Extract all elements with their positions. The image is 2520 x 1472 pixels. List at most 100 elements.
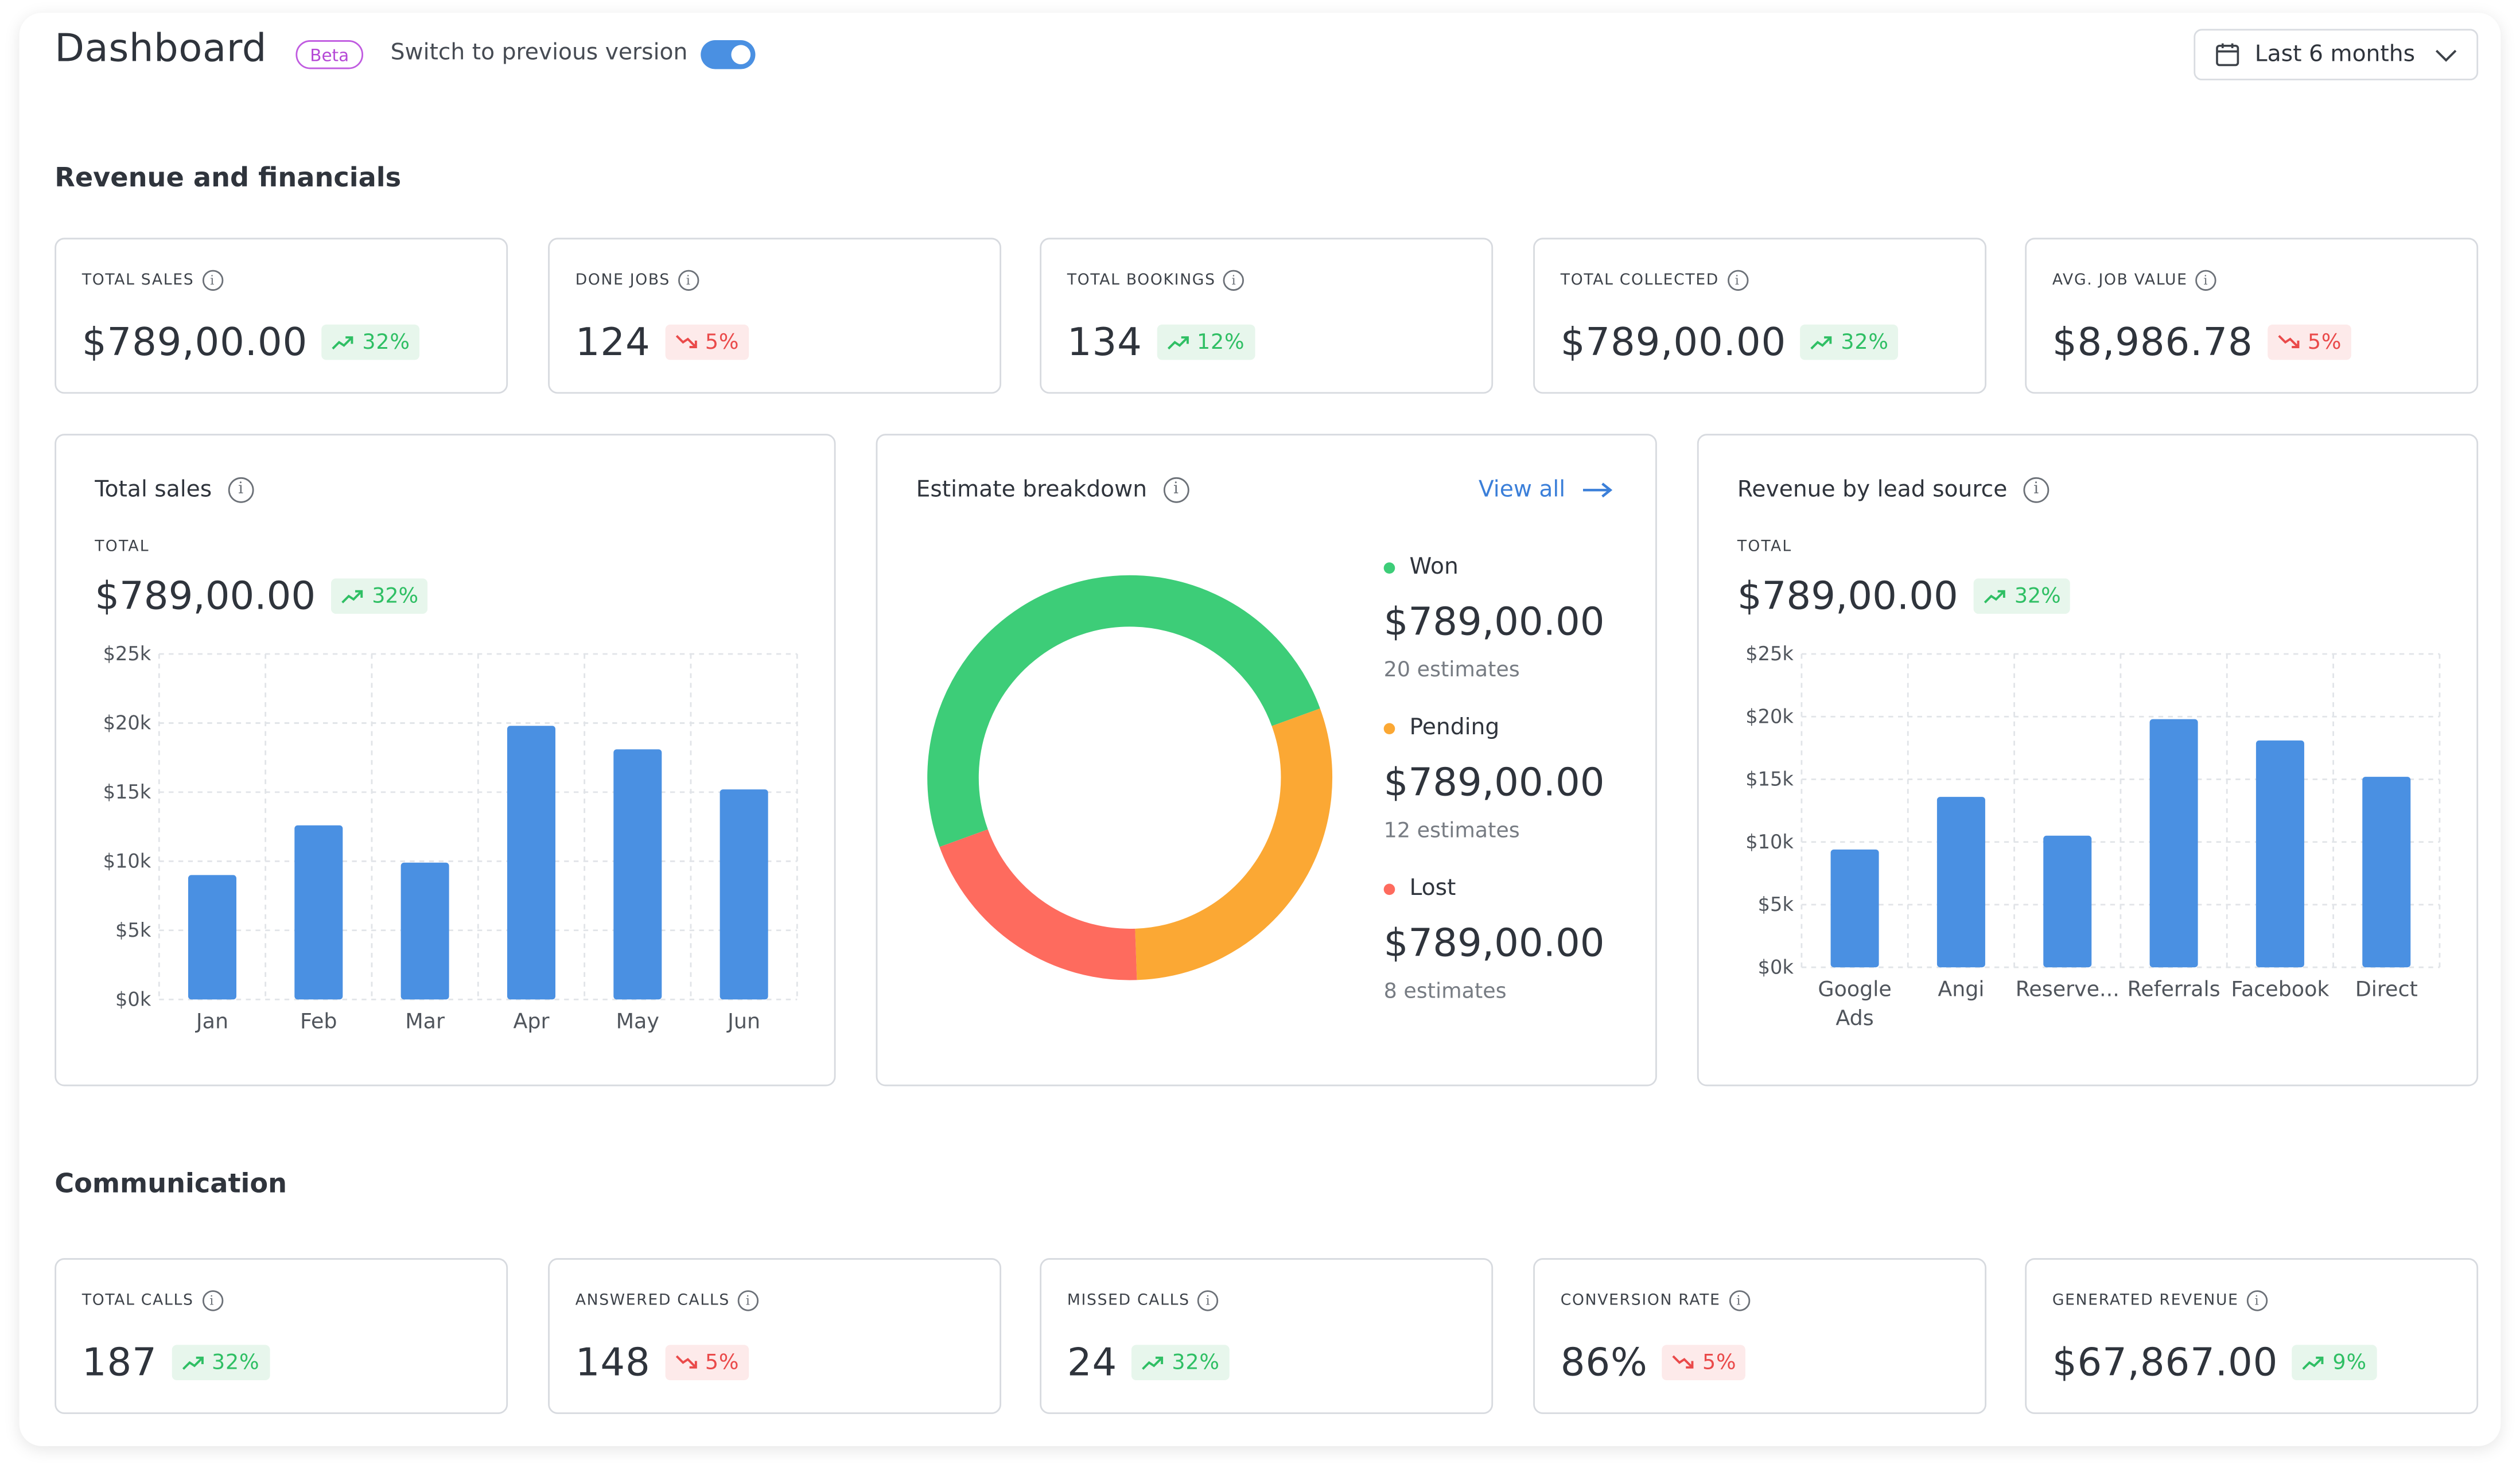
change-value: 32% xyxy=(2014,584,2061,609)
card-title: Revenue by lead source i xyxy=(1737,477,2050,503)
donut-slice-lost[interactable] xyxy=(939,829,1137,980)
info-icon[interactable]: i xyxy=(1223,270,1245,291)
legend-name: Pending xyxy=(1383,715,1605,741)
change-value: 5% xyxy=(1702,1350,1737,1375)
kpi-value-row: 124 5% xyxy=(575,320,749,365)
bar[interactable] xyxy=(2362,777,2411,968)
bar[interactable] xyxy=(294,825,343,1000)
change-badge: 5% xyxy=(664,1345,749,1381)
x-tick-label: Ads xyxy=(1835,1006,1873,1030)
change-value: 32% xyxy=(1841,330,1889,355)
kpi-label-text: GENERATED REVENUE xyxy=(2052,1292,2239,1310)
date-range-label: Last 6 months xyxy=(2254,41,2416,68)
card-title-text: Estimate breakdown xyxy=(916,477,1148,503)
trend-up-icon xyxy=(332,336,354,350)
section-title-communication: Communication xyxy=(55,1168,287,1199)
change-value: 32% xyxy=(372,584,419,609)
change-value: 9% xyxy=(2332,1350,2367,1375)
info-icon[interactable]: i xyxy=(2246,1290,2268,1311)
donut-slice-won[interactable] xyxy=(927,575,1320,847)
kpi-label-text: CONVERSION RATE xyxy=(1560,1292,1721,1310)
card-title-text: Total sales xyxy=(95,477,212,503)
x-tick-label: Google xyxy=(1818,977,1891,1002)
info-icon[interactable]: i xyxy=(678,270,699,291)
kpi-label-text: TOTAL SALES xyxy=(81,271,195,290)
legend-dot xyxy=(1383,722,1395,734)
kpi-value-row: 187 32% xyxy=(81,1340,270,1385)
kpi-label: AVG. JOB VALUE i xyxy=(2052,270,2217,291)
kpi-value-row: 134 12% xyxy=(1067,320,1255,365)
info-icon[interactable]: i xyxy=(738,1290,759,1311)
change-value: 5% xyxy=(2307,330,2342,355)
x-tick-label: Apr xyxy=(513,1009,549,1034)
change-value: 32% xyxy=(1172,1350,1220,1375)
trend-down-icon xyxy=(675,1355,697,1369)
change-value: 5% xyxy=(705,1350,740,1375)
info-icon[interactable]: i xyxy=(1197,1290,1219,1311)
card-subtitle: TOTAL xyxy=(1737,538,1792,556)
total-sales-card: Total sales i TOTAL $789,00.00 32% $0k $5k… xyxy=(55,434,836,1087)
bar[interactable] xyxy=(2255,740,2304,968)
date-range-dropdown[interactable]: Last 6 months xyxy=(2194,29,2479,81)
legend-label: Lost xyxy=(1409,875,1456,902)
kpi-value-row: 86% 5% xyxy=(1561,1340,1747,1385)
y-tick-label: $20k xyxy=(103,712,151,734)
kpi-label-text: AVG. JOB VALUE xyxy=(2052,271,2188,290)
y-tick-label: $15k xyxy=(1745,768,1794,790)
trend-up-icon xyxy=(2303,1356,2324,1370)
x-tick-label: Feb xyxy=(300,1009,337,1034)
chevron-down-icon xyxy=(2435,49,2457,61)
bar[interactable] xyxy=(507,726,555,1000)
legend-value: $789,00.00 xyxy=(1383,760,1605,805)
change-badge: 32% xyxy=(322,324,420,360)
change-value: 32% xyxy=(211,1350,260,1375)
view-all-link[interactable]: View all xyxy=(1479,477,1613,503)
x-tick-label: Referrals xyxy=(2128,977,2220,1002)
legend-item-lost: Lost $789,00.00 8 estimates xyxy=(1383,875,1605,1004)
x-tick-label: May xyxy=(616,1009,659,1034)
x-tick-label: Reserve... xyxy=(2016,977,2120,1002)
info-icon[interactable]: i xyxy=(201,1290,223,1311)
y-tick-label: $10k xyxy=(1745,831,1794,853)
bar[interactable] xyxy=(1830,849,1879,968)
info-icon[interactable]: i xyxy=(1728,1290,1750,1311)
legend-dot xyxy=(1383,883,1395,894)
kpi-card: DONE JOBS i 124 5% xyxy=(548,237,1002,394)
estimate-breakdown-card: Estimate breakdown i View all Won $789,00… xyxy=(876,434,1657,1087)
donut-slice-pending[interactable] xyxy=(1134,708,1332,980)
y-tick-label: $15k xyxy=(103,781,151,803)
info-icon[interactable]: i xyxy=(202,270,223,291)
info-icon[interactable]: i xyxy=(1163,477,1189,503)
info-icon[interactable]: i xyxy=(2195,270,2217,291)
bar[interactable] xyxy=(1936,797,1985,968)
change-badge: 9% xyxy=(2292,1345,2377,1381)
kpi-value: 187 xyxy=(81,1340,157,1385)
card-subtitle: TOTAL xyxy=(95,538,150,556)
trend-up-icon xyxy=(1811,336,1833,350)
bar[interactable] xyxy=(2043,835,2092,968)
estimate-donut-chart xyxy=(927,575,1332,980)
legend-name: Won xyxy=(1383,554,1605,580)
kpi-value: $8,986.78 xyxy=(2052,320,2253,365)
y-tick-label: $20k xyxy=(1745,705,1794,727)
x-tick-label: Jan xyxy=(195,1009,228,1034)
bar[interactable] xyxy=(720,789,768,1000)
kpi-label-text: ANSWERED CALLS xyxy=(575,1292,730,1310)
view-all-label: View all xyxy=(1478,477,1566,503)
trend-up-icon xyxy=(342,590,364,603)
info-icon[interactable]: i xyxy=(2023,477,2050,503)
bar[interactable] xyxy=(400,862,449,1000)
switch-version-toggle[interactable] xyxy=(701,40,756,69)
info-icon[interactable]: i xyxy=(228,477,254,503)
trend-up-icon xyxy=(1167,336,1189,350)
kpi-card: TOTAL BOOKINGS i 134 12% xyxy=(1040,237,1494,394)
legend-item-won: Won $789,00.00 20 estimates xyxy=(1383,554,1605,683)
bar[interactable] xyxy=(2149,719,2198,968)
bar[interactable] xyxy=(188,875,236,1000)
calendar-icon xyxy=(2216,43,2239,67)
bar[interactable] xyxy=(613,749,662,1000)
kpi-label-text: MISSED CALLS xyxy=(1067,1292,1190,1310)
change-badge: 32% xyxy=(1800,324,1899,360)
info-icon[interactable]: i xyxy=(1727,270,1748,291)
x-tick-label: Angi xyxy=(1938,977,1984,1002)
